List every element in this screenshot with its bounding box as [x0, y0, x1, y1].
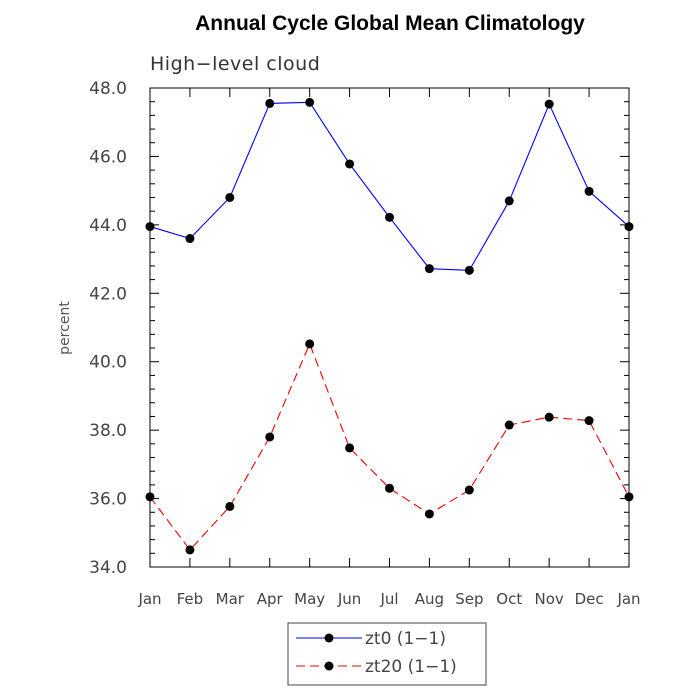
y-tick-label: 42.0 — [89, 284, 127, 304]
y-tick-label: 34.0 — [89, 558, 127, 578]
data-point — [185, 234, 195, 244]
axis-ticks — [149, 87, 630, 568]
data-point — [584, 186, 594, 196]
x-tick-label: Mar — [216, 590, 245, 608]
x-tick-label: Feb — [177, 590, 204, 608]
plot-frame — [149, 87, 630, 568]
series-line-2 — [149, 342, 630, 551]
x-tick-label: May — [294, 590, 325, 608]
data-point — [265, 98, 275, 108]
data-point — [385, 212, 394, 222]
data-point — [345, 159, 355, 169]
chart-title: Annual Cycle Global Mean Climatology — [195, 12, 585, 35]
data-point — [584, 416, 594, 426]
data-point — [225, 501, 235, 511]
y-tick-label: 48.0 — [89, 79, 127, 99]
y-tick-label: 36.0 — [89, 490, 127, 510]
y-tick-label: 40.0 — [89, 353, 127, 373]
legend-label-1: zt0 (1−1) — [365, 629, 446, 649]
data-point — [305, 97, 315, 107]
data-point — [385, 483, 394, 493]
legend: zt0 (1−1) zt20 (1−1) — [287, 622, 487, 686]
y-tick-label: 38.0 — [89, 421, 127, 441]
data-point — [544, 99, 554, 109]
y-tick-labels: 34.0 36.0 38.0 40.0 42.0 44.0 46.0 48.0 — [89, 79, 127, 578]
data-point — [504, 196, 514, 206]
data-point — [225, 192, 235, 202]
data-point — [464, 485, 474, 495]
y-tick-label: 46.0 — [89, 147, 127, 167]
legend-box — [287, 622, 487, 686]
chart-subtitle: High−level cloud — [150, 53, 320, 75]
series-line-1 — [149, 101, 630, 271]
x-tick-label: Sep — [455, 590, 483, 608]
data-point — [305, 339, 315, 349]
x-tick-label: Dec — [575, 590, 604, 608]
series-layer — [145, 97, 634, 555]
legend-marker-2 — [324, 661, 334, 671]
x-tick-label: Jun — [337, 590, 361, 608]
x-tick-label: Apr — [257, 590, 284, 608]
legend-marker-1 — [324, 633, 334, 643]
x-tick-labels: Jan Feb Mar Apr May Jun Jul Aug Sep Oct Nov Dec Jan — [137, 590, 640, 608]
data-point — [464, 265, 474, 275]
x-tick-label: Jul — [379, 590, 398, 608]
data-point — [424, 264, 434, 274]
x-tick-label: Jan — [616, 590, 640, 608]
legend-label-2: zt20 (1−1) — [365, 657, 457, 677]
data-point — [544, 412, 554, 422]
data-point — [265, 432, 275, 442]
x-tick-label: Nov — [535, 590, 564, 608]
x-tick-label: Jan — [137, 590, 161, 608]
x-tick-label: Aug — [415, 590, 444, 608]
data-point — [345, 443, 355, 453]
data-point — [504, 420, 514, 430]
data-point — [424, 509, 434, 519]
x-tick-label: Oct — [496, 590, 522, 608]
y-tick-label: 44.0 — [89, 216, 127, 236]
data-point — [185, 545, 195, 555]
y-axis-label: percent — [57, 301, 73, 355]
